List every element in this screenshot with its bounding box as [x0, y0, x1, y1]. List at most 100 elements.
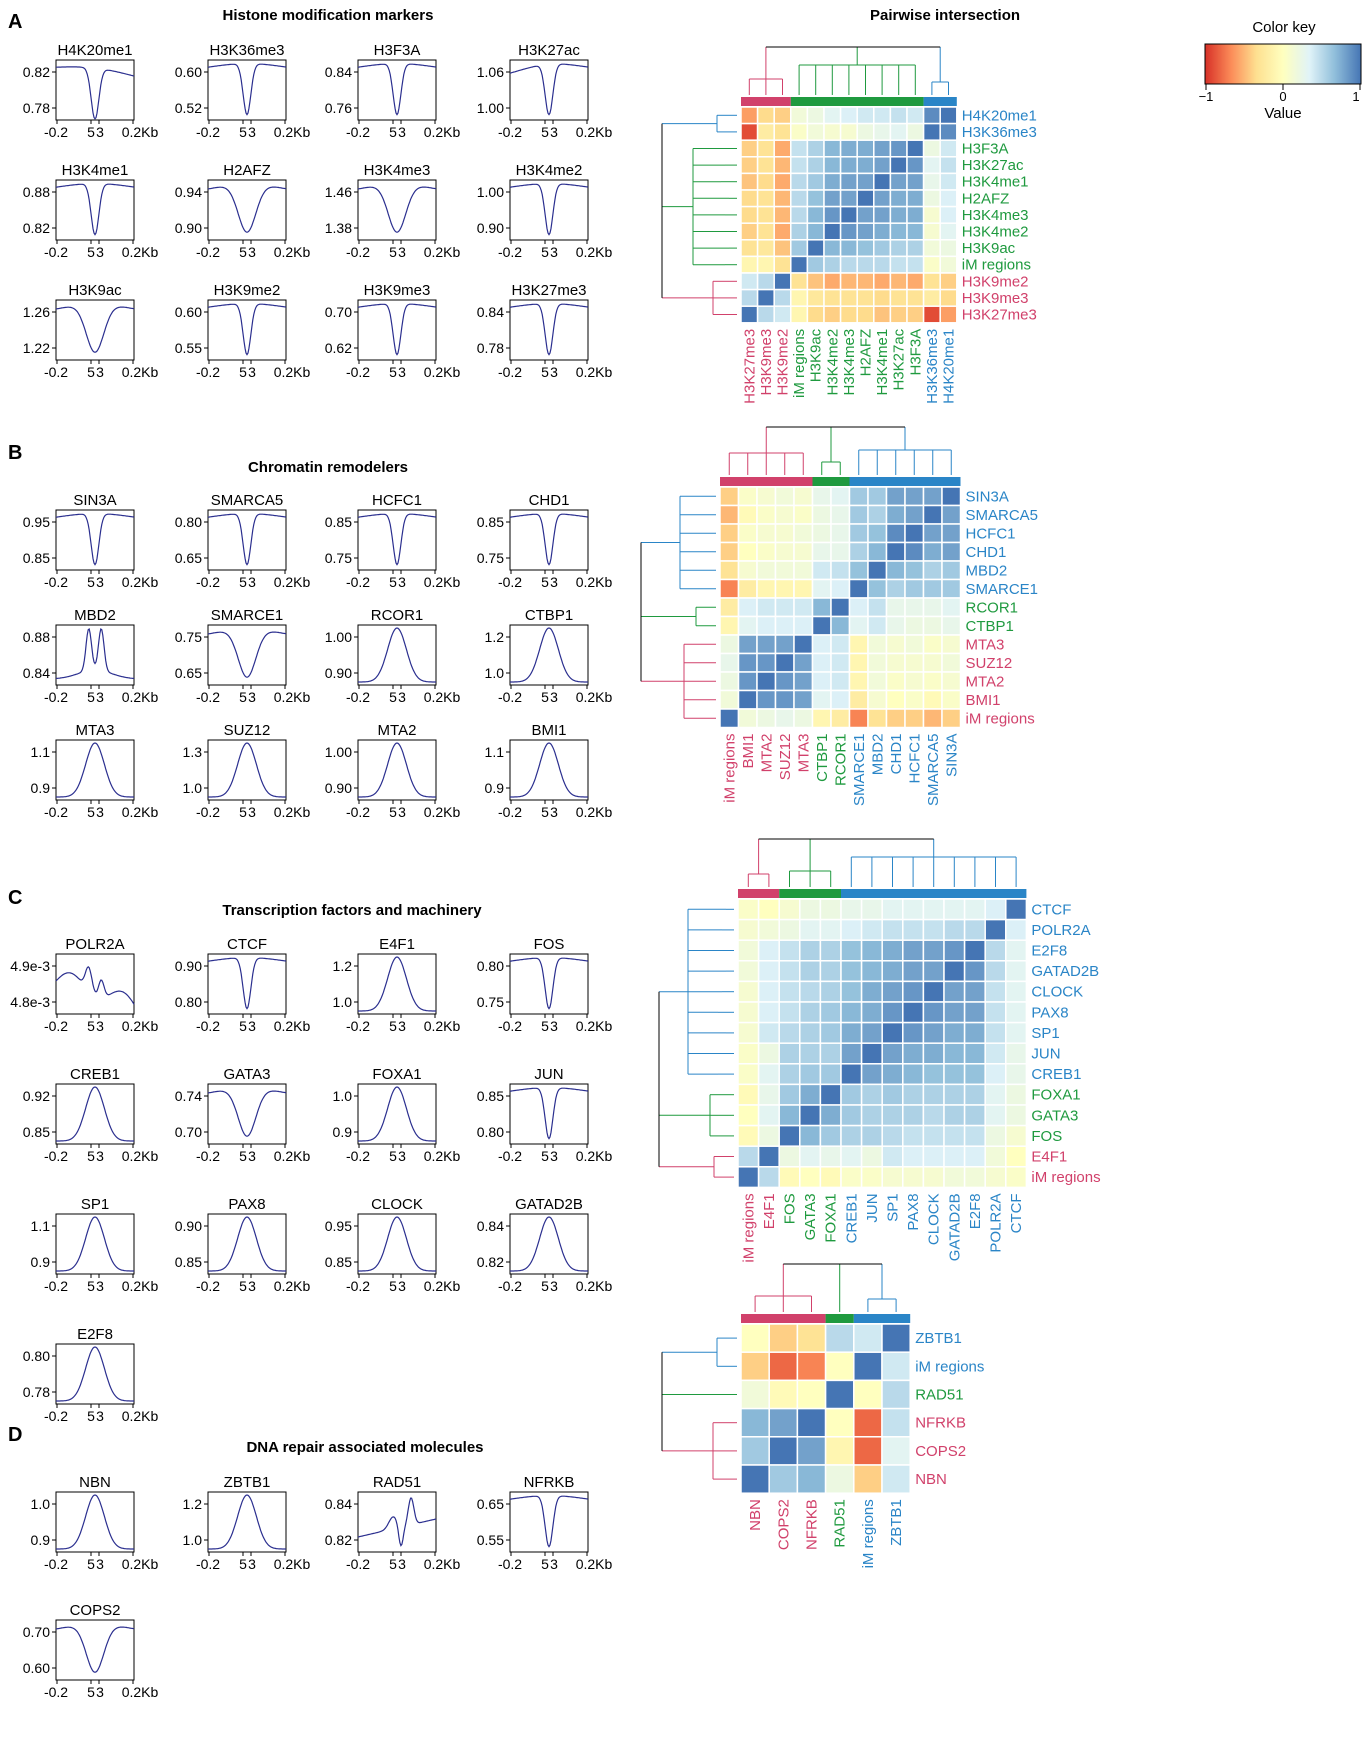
heatmap-cell — [773, 172, 792, 191]
profile-xtick: 3 — [96, 689, 104, 705]
heatmap-cell — [757, 1001, 780, 1024]
profile-xtick: -0.2 — [196, 689, 220, 705]
profile-xtick: 0.2Kb — [424, 124, 461, 140]
profile-frame — [509, 1491, 589, 1553]
heatmap-cell — [885, 597, 906, 618]
heatmap-cell — [790, 122, 809, 141]
heatmap-cell — [756, 222, 775, 241]
heatmap-col-label: H3K4me2 — [824, 329, 841, 396]
profile-plot-sin3a: SIN3A 0.95 0.85 -0.2 5 3 0.2Kb — [23, 492, 159, 590]
heatmap-cell — [773, 239, 792, 258]
profile-plot-fos: FOS 0.80 0.75 -0.2 5 3 0.2Kb — [477, 936, 613, 1034]
profile-xtick: 3 — [248, 364, 256, 380]
profile-title: PAX8 — [228, 1196, 265, 1213]
heatmap-cell — [756, 652, 777, 673]
heatmap-cell — [757, 939, 780, 962]
heatmap-cell — [984, 1104, 1007, 1127]
heatmap-cell — [840, 1166, 863, 1189]
profile-xtick: 0.2Kb — [576, 1278, 613, 1294]
profile-xtick: 3 — [398, 244, 406, 260]
panel-a-header: A Histone modification markers Pairwise … — [8, 7, 1020, 33]
heatmap-cell — [796, 1436, 827, 1466]
heatmap-row-label: SIN3A — [966, 488, 1009, 505]
profile-ytick: 1.2 — [333, 958, 353, 974]
heatmap-cell — [774, 504, 795, 525]
heatmap-row-label: H3K27me3 — [962, 307, 1037, 324]
row-dendrogram — [658, 908, 734, 1178]
heatmap-cell — [790, 305, 809, 324]
profile-curve — [207, 513, 287, 566]
profile-xtick: -0.2 — [346, 1148, 370, 1164]
heatmap-cell — [963, 1104, 986, 1127]
heatmap-cell — [889, 172, 908, 191]
heatmap-cell — [839, 255, 858, 274]
heatmap-col-label: E2F8 — [967, 1193, 984, 1229]
color-key: Color key −1 0 1 Value — [1199, 19, 1362, 122]
heatmap-cell — [943, 1166, 966, 1189]
profile-ytick: 1.0 — [485, 665, 505, 681]
heatmap-cell — [889, 106, 908, 125]
heatmap-cell — [740, 156, 759, 175]
profile-xtick: 0.2Kb — [424, 804, 461, 820]
heatmap-cell — [811, 615, 832, 636]
profile-xtick: 5 — [239, 124, 247, 140]
heatmap-cell — [757, 1042, 780, 1065]
heatmap-cell — [922, 960, 945, 983]
heatmap-cell — [840, 1021, 863, 1044]
heatmap-cell — [881, 918, 904, 941]
profile-title: SMARCA5 — [211, 492, 284, 509]
profile-title: MTA2 — [378, 722, 417, 739]
heatmap-cell — [856, 122, 875, 141]
heatmap-cell — [819, 918, 842, 941]
color-key-label: Value — [1264, 105, 1301, 122]
heatmap-cell — [824, 1323, 855, 1353]
heatmap-cell — [793, 708, 814, 729]
heatmap-cell — [737, 523, 758, 544]
heatmap-cell — [796, 1464, 827, 1494]
heatmap-col-label: H3K27ac — [891, 328, 908, 390]
heatmap-cell — [793, 634, 814, 655]
profile-xtick: -0.2 — [44, 1018, 68, 1034]
heatmap-cell — [963, 960, 986, 983]
heatmap-cell — [856, 272, 875, 291]
heatmap-cell — [768, 1407, 799, 1438]
profile-ytick: 0.82 — [477, 1254, 504, 1270]
heatmap-row-label: GATAD2B — [1031, 963, 1099, 980]
profile-xtick: -0.2 — [44, 244, 68, 260]
heatmap-cell — [939, 156, 958, 175]
heatmap-cell — [881, 1124, 904, 1147]
heatmap-cell — [881, 1323, 911, 1353]
profile-xtick: -0.2 — [196, 1278, 220, 1294]
heatmap-cell — [756, 504, 777, 525]
profile-xtick: 3 — [550, 689, 558, 705]
profile-xtick: 0.2Kb — [274, 1018, 311, 1034]
heatmap-cell — [867, 615, 888, 636]
heatmap-cell — [806, 288, 825, 307]
heatmap-cell — [941, 578, 962, 599]
heatmap-cell — [873, 189, 892, 208]
heatmap-cell — [848, 671, 869, 692]
heatmap-cell — [873, 172, 892, 191]
profile-xtick: -0.2 — [498, 1556, 522, 1572]
heatmap-cell — [963, 918, 986, 941]
heatmap-cell — [963, 1145, 986, 1168]
heatmap-cell — [941, 671, 962, 692]
heatmap-row-label: MTA3 — [966, 636, 1005, 653]
profile-xtick: 0.2Kb — [274, 124, 311, 140]
heatmap-cell — [796, 1351, 827, 1382]
panel-d-title: DNA repair associated molecules — [246, 1439, 483, 1456]
heatmap-cell — [756, 541, 777, 562]
profile-ytick: 1.00 — [325, 629, 352, 645]
profile-xtick: 5 — [87, 1018, 95, 1034]
heatmap-cell — [719, 597, 740, 618]
heatmap-cell — [790, 205, 809, 224]
heatmap-cell — [806, 255, 825, 274]
heatmap-cell — [922, 1104, 945, 1127]
profile-xtick: -0.2 — [44, 804, 68, 820]
profile-ytick: 0.85 — [325, 514, 352, 530]
heatmap-cell — [881, 1104, 904, 1127]
profile-xtick: -0.2 — [498, 1278, 522, 1294]
heatmap-cell — [943, 1001, 966, 1024]
heatmap-cell — [1005, 939, 1028, 962]
heatmap-cell — [1005, 1104, 1028, 1127]
